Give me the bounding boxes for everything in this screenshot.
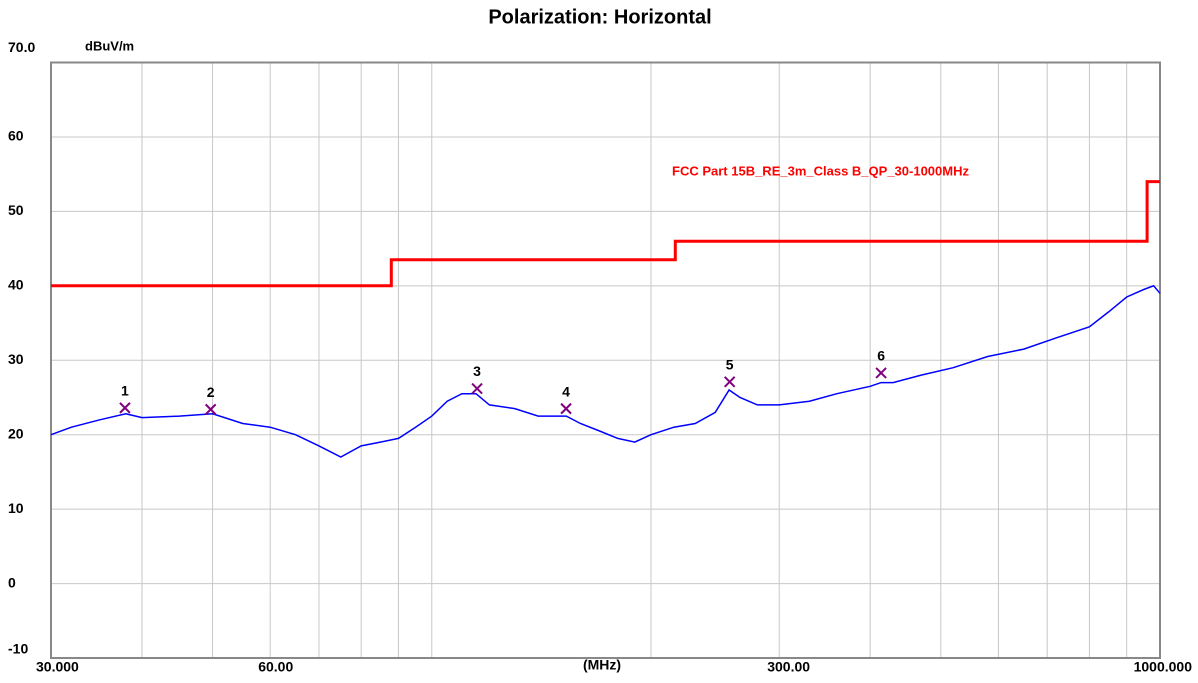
marker: [204, 403, 217, 416]
plot-frame: [50, 61, 1161, 659]
marker: [723, 376, 736, 388]
marker: [875, 367, 887, 379]
y-tick-label: 0: [8, 574, 16, 590]
marker: [119, 402, 131, 414]
y-tick-label: 50: [8, 202, 24, 218]
marker-label: 1: [121, 383, 129, 399]
marker-label: 6: [877, 348, 885, 364]
x-tick-label: 30.000: [36, 659, 79, 675]
marker: [560, 402, 572, 415]
series-line: [51, 180, 1160, 288]
marker-label: 5: [726, 357, 734, 373]
y-tick-label: 10: [8, 500, 24, 516]
marker-label: 3: [473, 363, 481, 379]
marker-label: 2: [207, 384, 215, 400]
series-line: [50, 284, 1161, 458]
legend-label: FCC Part 15B_RE_3m_Class B_QP_30-1000MHz: [672, 163, 969, 178]
x-tick-label: 60.00: [258, 659, 293, 675]
y-tick-label: 40: [8, 277, 24, 293]
y-tick-label: 20: [8, 425, 24, 441]
x-tick-label: 300.00: [767, 659, 810, 675]
y-tick-label: 60: [8, 128, 24, 144]
y-tick-label: 30: [8, 351, 24, 367]
y-tick-label: 70.0: [8, 39, 35, 55]
marker-label: 4: [562, 383, 570, 399]
x-tick-label: 1000.000: [1134, 659, 1193, 675]
y-axis-label: dBuV/m: [85, 38, 134, 53]
chart-title: Polarization: Horizontal: [488, 6, 711, 28]
marker: [471, 382, 483, 395]
x-axis-label: (MHz): [583, 657, 621, 673]
y-tick-label: -10: [8, 641, 28, 657]
